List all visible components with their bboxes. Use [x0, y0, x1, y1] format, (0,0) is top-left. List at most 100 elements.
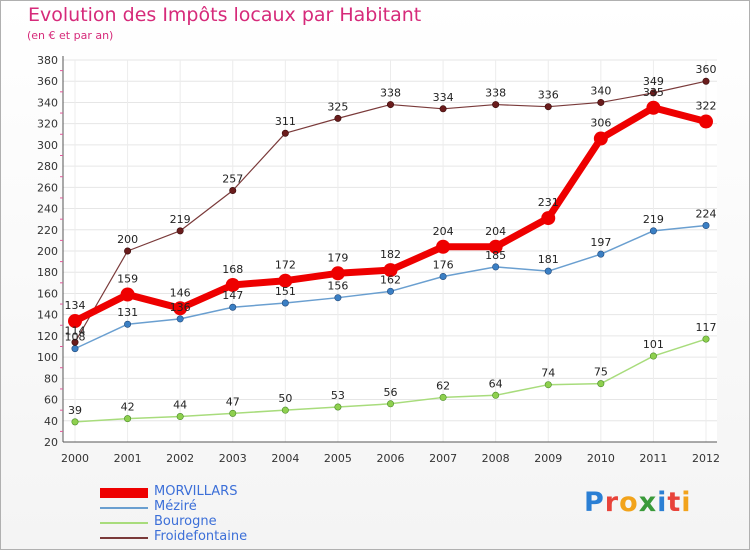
data-label-bourogne: 56: [384, 386, 398, 399]
data-label-froidefontaine: 325: [327, 100, 348, 113]
data-point-m-zir-: [229, 303, 237, 311]
data-label-bourogne: 74: [541, 367, 555, 380]
data-point-morvillars: [488, 239, 503, 254]
data-label-morvillars: 159: [117, 273, 138, 286]
data-label-bourogne: 62: [436, 379, 450, 392]
data-point-m-zir-: [439, 272, 447, 280]
data-label-m-zir-: 197: [590, 236, 611, 249]
data-point-bourogne: [281, 406, 289, 414]
y-tick-label: 200: [37, 245, 58, 258]
data-label-m-zir-: 151: [275, 285, 296, 298]
chart-title: Evolution des Impôts locaux par Habitant: [28, 4, 422, 26]
data-point-m-zir-: [649, 227, 657, 235]
y-tick-label: 300: [37, 139, 58, 152]
data-label-bourogne: 101: [643, 338, 664, 351]
data-point-bourogne: [702, 335, 710, 343]
brand-letter: o: [619, 487, 639, 518]
data-label-morvillars: 204: [433, 225, 454, 238]
data-point-froidefontaine: [702, 77, 710, 85]
data-label-morvillars: 182: [380, 248, 401, 261]
data-label-froidefontaine: 340: [590, 84, 611, 97]
y-tick-label: 80: [44, 372, 58, 385]
data-point-froidefontaine: [229, 187, 237, 195]
data-point-m-zir-: [71, 345, 79, 353]
data-label-bourogne: 75: [594, 366, 608, 379]
x-tick-label: 2011: [639, 452, 667, 465]
data-label-bourogne: 64: [489, 377, 503, 390]
data-label-morvillars: 322: [696, 100, 717, 113]
y-tick-label: 380: [37, 54, 58, 67]
data-label-m-zir-: 136: [170, 301, 191, 314]
y-tick-label: 40: [44, 415, 58, 428]
data-point-m-zir-: [176, 315, 184, 323]
data-label-froidefontaine: 200: [117, 233, 138, 246]
data-label-m-zir-: 185: [485, 249, 506, 262]
x-tick-label: 2005: [324, 452, 352, 465]
brand-letter: t: [667, 487, 682, 518]
data-label-bourogne: 117: [696, 321, 717, 334]
data-label-bourogne: 44: [173, 399, 187, 412]
data-point-froidefontaine: [334, 114, 342, 122]
x-tick-label: 2010: [587, 452, 615, 465]
data-point-bourogne: [71, 418, 79, 426]
data-point-morvillars: [436, 239, 451, 254]
data-point-froidefontaine: [71, 338, 79, 346]
data-point-bourogne: [649, 352, 657, 360]
data-point-froidefontaine: [281, 129, 289, 137]
y-tick-label: 20: [44, 436, 58, 449]
data-point-bourogne: [597, 380, 605, 388]
data-label-froidefontaine: 311: [275, 115, 296, 128]
y-tick-label: 160: [37, 287, 58, 300]
data-label-morvillars: 179: [327, 251, 348, 264]
data-point-froidefontaine: [649, 89, 657, 97]
data-label-bourogne: 47: [226, 395, 240, 408]
legend-label: Froidefontaine: [154, 529, 248, 544]
data-point-m-zir-: [124, 320, 132, 328]
data-point-bourogne: [334, 403, 342, 411]
data-point-m-zir-: [334, 294, 342, 302]
data-label-m-zir-: 219: [643, 213, 664, 226]
legend-swatch: [100, 537, 148, 539]
brand-letter: P: [584, 487, 605, 518]
data-label-m-zir-: 108: [65, 331, 86, 344]
y-tick-label: 340: [37, 96, 58, 109]
legend-label: Bourogne: [154, 514, 217, 529]
data-label-m-zir-: 156: [327, 280, 348, 293]
x-tick-label: 2009: [534, 452, 562, 465]
legend-swatch: [100, 522, 148, 524]
y-tick-label: 100: [37, 351, 58, 364]
data-point-morvillars: [278, 273, 293, 288]
data-point-froidefontaine: [544, 103, 552, 111]
data-label-froidefontaine: 219: [170, 213, 191, 226]
x-tick-label: 2012: [692, 452, 720, 465]
data-point-froidefontaine: [492, 101, 500, 109]
brand-letter: x: [638, 487, 658, 518]
y-tick-label: 60: [44, 394, 58, 407]
data-label-froidefontaine: 360: [696, 63, 717, 76]
legend-swatch: [100, 488, 148, 498]
data-point-morvillars: [541, 211, 556, 226]
x-tick-label: 2000: [61, 452, 89, 465]
x-tick-label: 2003: [219, 452, 247, 465]
data-point-morvillars: [120, 287, 135, 302]
data-point-morvillars: [699, 114, 713, 129]
brand-letter: r: [604, 487, 620, 518]
data-point-froidefontaine: [386, 101, 394, 109]
data-point-bourogne: [544, 381, 552, 389]
y-tick-label: 180: [37, 266, 58, 279]
legend-label: MORVILLARS: [154, 484, 238, 499]
data-point-m-zir-: [597, 250, 605, 258]
data-label-m-zir-: 162: [380, 273, 401, 286]
brand-letter: i: [657, 487, 668, 518]
data-point-m-zir-: [492, 263, 500, 271]
brand-logo: Proxiti: [584, 487, 692, 518]
data-point-bourogne: [176, 413, 184, 421]
data-point-morvillars: [330, 266, 345, 281]
data-point-bourogne: [386, 400, 394, 408]
y-tick-label: 140: [37, 309, 58, 322]
data-label-froidefontaine: 338: [485, 87, 506, 100]
y-tick-label: 240: [37, 203, 58, 216]
data-label-bourogne: 50: [278, 392, 292, 405]
data-label-morvillars: 168: [222, 263, 243, 276]
